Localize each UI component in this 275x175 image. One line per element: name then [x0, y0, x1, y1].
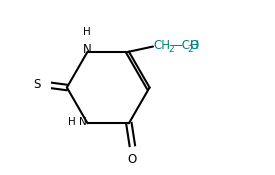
Text: S: S	[33, 78, 40, 90]
Text: 2: 2	[188, 46, 193, 54]
Text: O: O	[128, 153, 137, 166]
Text: H: H	[190, 39, 199, 52]
Text: —CO: —CO	[170, 39, 199, 52]
Text: H: H	[83, 27, 90, 37]
Text: CH: CH	[154, 39, 171, 52]
Text: N: N	[83, 43, 92, 57]
Text: H N: H N	[68, 117, 87, 127]
Text: 2: 2	[168, 46, 174, 54]
